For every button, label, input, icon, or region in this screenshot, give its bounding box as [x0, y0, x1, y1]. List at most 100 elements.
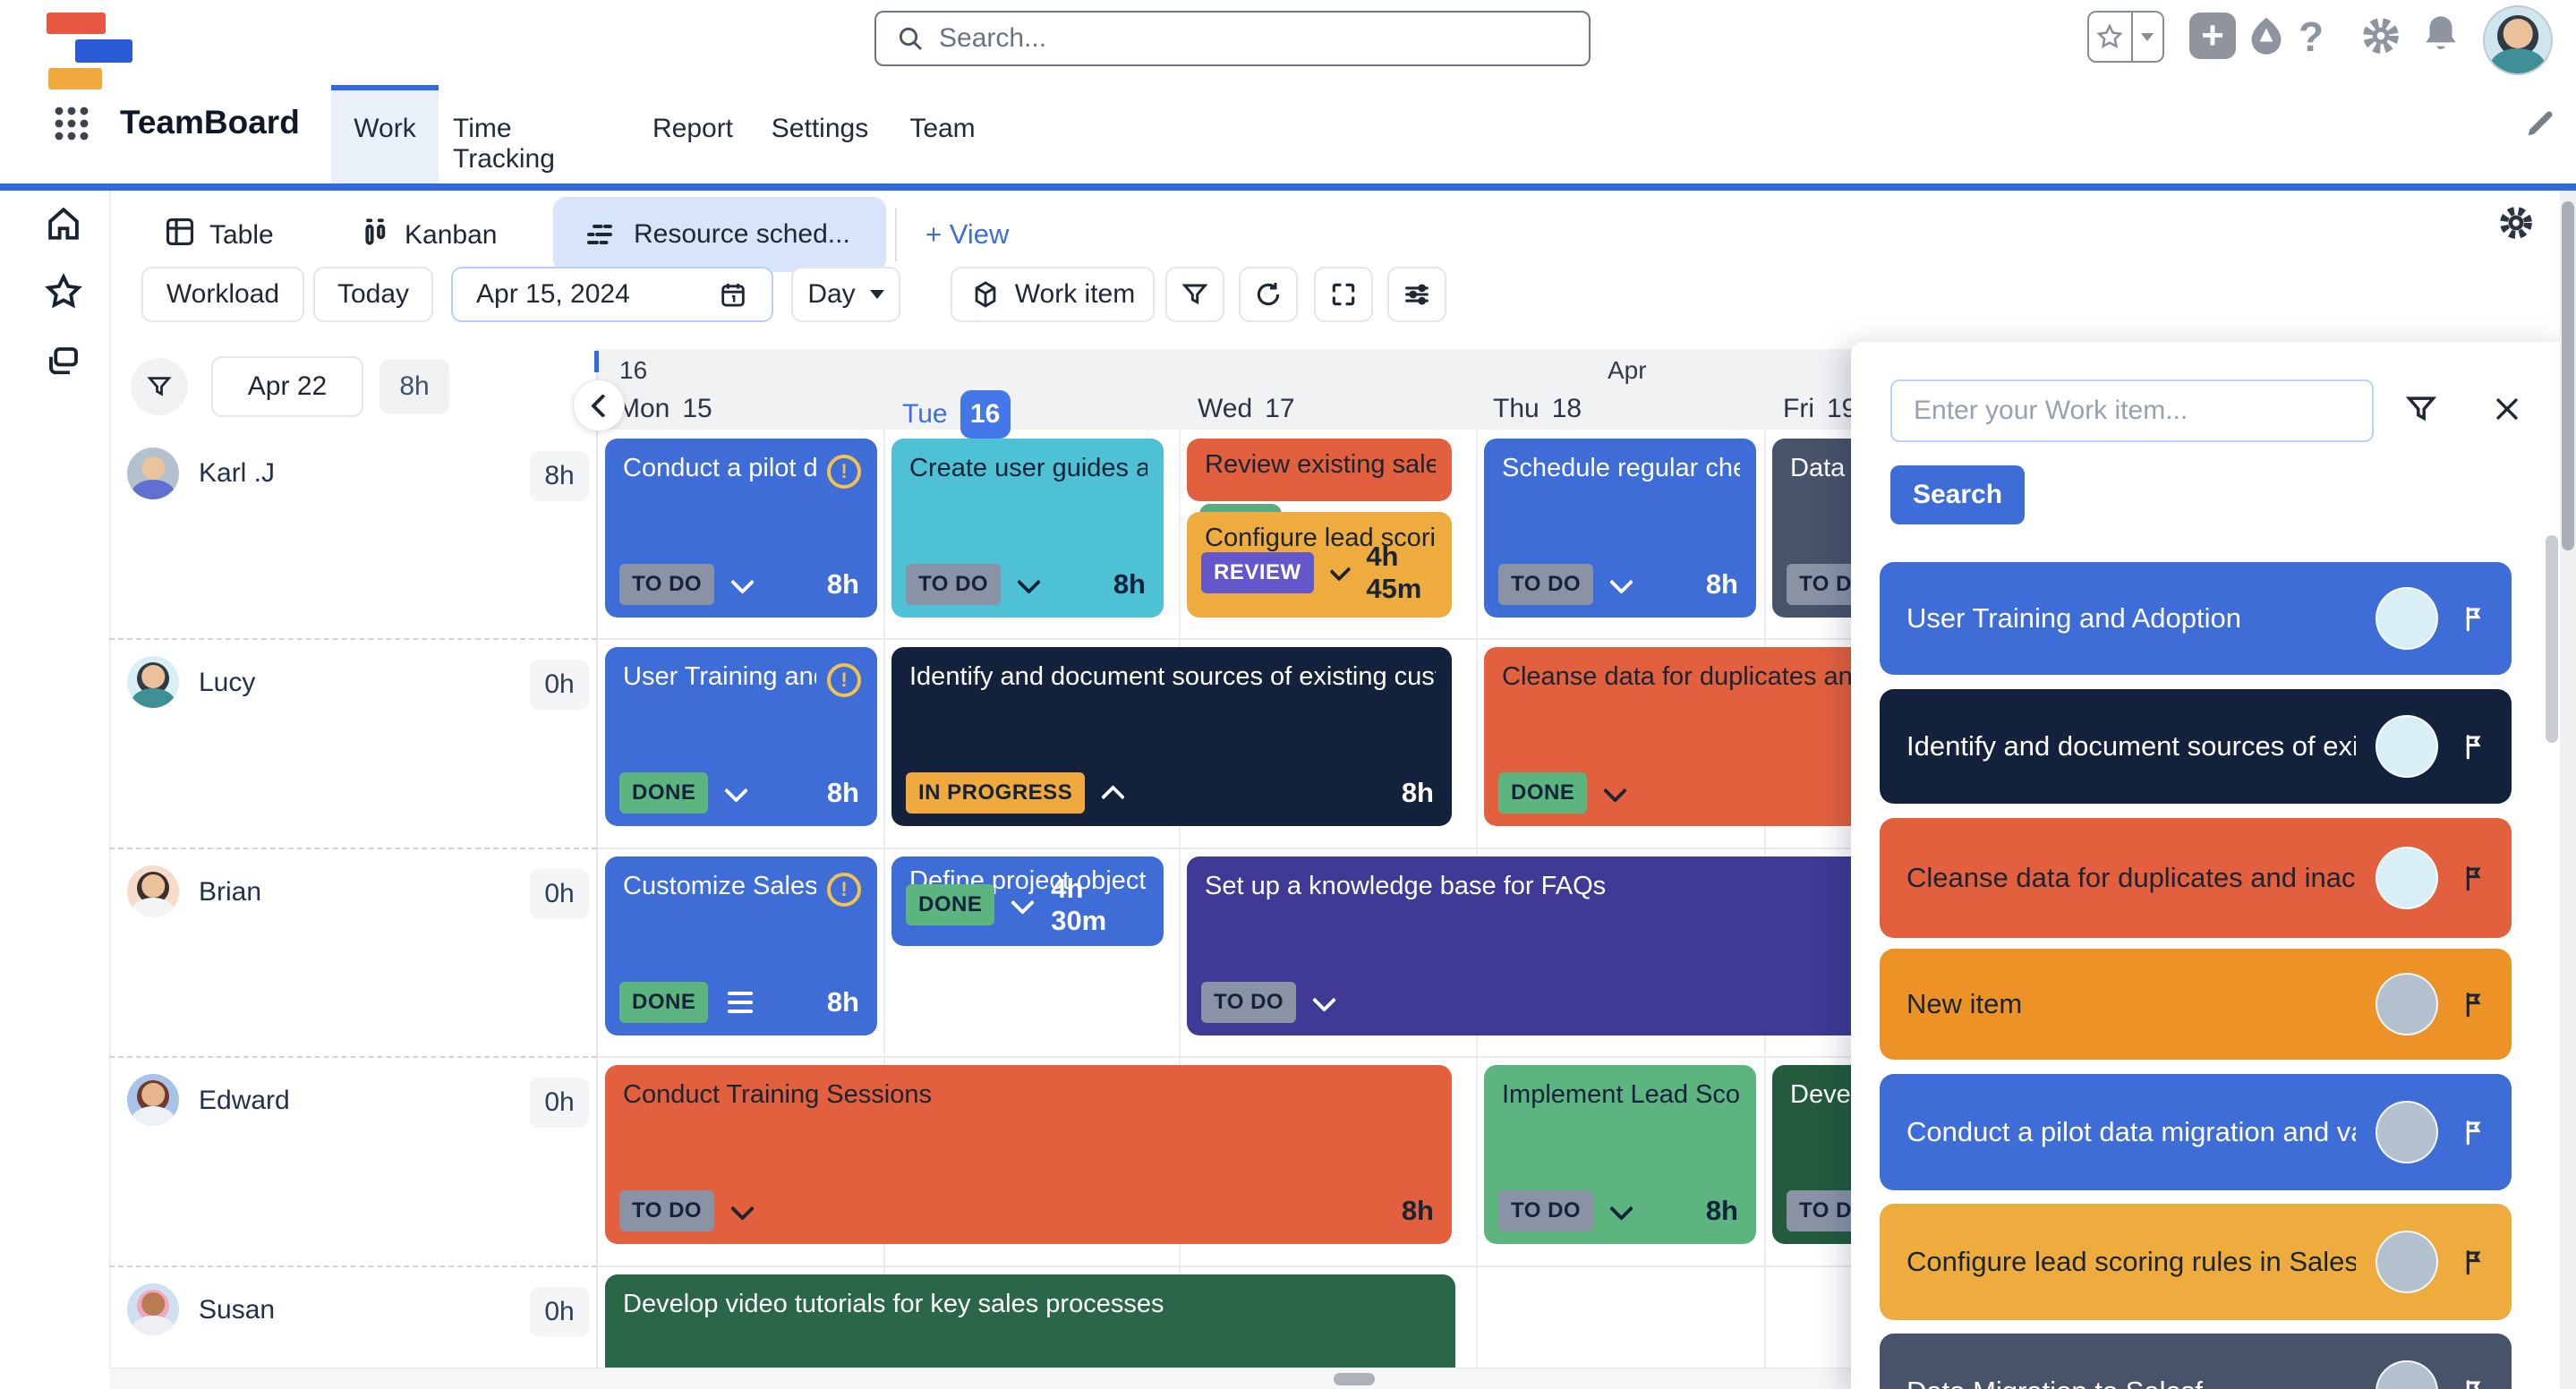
status-badge[interactable]: IN PROGRESS: [906, 772, 1086, 814]
star-icon[interactable]: [2089, 13, 2133, 61]
chevron-down-icon[interactable]: [1017, 569, 1041, 594]
favorites-button[interactable]: [2087, 11, 2164, 63]
week-selector[interactable]: Apr 22: [211, 356, 363, 417]
resource-name[interactable]: Karl .J: [199, 458, 276, 488]
fullscreen-button[interactable]: [1314, 267, 1373, 322]
tab-report[interactable]: Report: [652, 114, 734, 143]
day-header-thu[interactable]: Thu 18: [1493, 394, 1582, 423]
display-settings-button[interactable]: [1387, 267, 1446, 322]
flag-icon[interactable]: [2458, 863, 2488, 893]
panel-scrollbar-thumb[interactable]: [2546, 535, 2558, 743]
chevron-down-icon[interactable]: [730, 1196, 755, 1221]
granularity-select[interactable]: Day: [791, 267, 900, 322]
day-header-wed[interactable]: Wed 17: [1198, 394, 1295, 423]
chevron-down-icon[interactable]: [1312, 987, 1336, 1012]
work-item-result[interactable]: Data Migration to Salesf...: [1880, 1334, 2512, 1389]
avatar[interactable]: [127, 1074, 179, 1126]
chevron-down-icon[interactable]: [1609, 1196, 1633, 1221]
task-card[interactable]: Develop video tutorials for key sales pr…: [605, 1274, 1455, 1368]
task-card[interactable]: Conduct a pilot dat...! TO DO 8h: [605, 439, 877, 618]
tab-time-tracking[interactable]: Time Tracking: [453, 114, 555, 174]
status-badge[interactable]: DONE: [1498, 772, 1588, 814]
board-settings-gear-icon[interactable]: [2495, 202, 2537, 243]
task-card[interactable]: Configure lead scoring ... REVIEW 4h 45m: [1187, 512, 1452, 618]
status-badge[interactable]: DONE: [619, 982, 709, 1023]
tab-team[interactable]: Team: [909, 114, 976, 143]
work-item-result[interactable]: Cleanse data for duplicates and inacc...: [1880, 818, 2512, 938]
pages-icon[interactable]: [45, 343, 82, 380]
status-badge[interactable]: TO DO: [619, 1190, 715, 1231]
star-rail-icon[interactable]: [45, 273, 82, 311]
task-card[interactable]: Define project objectiv... DONE 4h 30m: [891, 856, 1164, 946]
day-header-tue[interactable]: Tue 16: [902, 390, 1011, 439]
flag-icon[interactable]: [2458, 1376, 2488, 1389]
table-view-icon[interactable]: [163, 215, 197, 249]
chevron-down-icon[interactable]: [1609, 569, 1633, 594]
edit-pencil-icon[interactable]: [2522, 106, 2558, 141]
resource-filter-button[interactable]: [131, 358, 188, 415]
status-badge[interactable]: REVIEW: [1201, 552, 1314, 593]
status-badge[interactable]: TO DO: [1498, 564, 1594, 605]
resource-name[interactable]: Brian: [199, 877, 262, 907]
flag-icon[interactable]: [2458, 731, 2488, 762]
create-button[interactable]: +: [2189, 13, 2236, 59]
filter-button[interactable]: [1165, 267, 1224, 322]
chevron-down-icon[interactable]: [1011, 890, 1036, 915]
flag-icon[interactable]: [2458, 1117, 2488, 1147]
status-badge[interactable]: TO DO: [1498, 1190, 1594, 1231]
app-grid-icon[interactable]: [50, 102, 93, 145]
task-card[interactable]: Review existing sales pi...: [1187, 439, 1452, 524]
product-switch-icon[interactable]: [2243, 13, 2290, 59]
search-button[interactable]: Search: [1890, 465, 2025, 524]
today-button[interactable]: Today: [313, 267, 433, 322]
tab-settings[interactable]: Settings: [771, 114, 869, 143]
work-item-result[interactable]: Conduct a pilot data migration and va...: [1880, 1074, 2512, 1190]
chevron-down-icon[interactable]: [730, 569, 755, 594]
add-view-button[interactable]: + View: [925, 218, 1010, 250]
tab-work[interactable]: Work: [331, 85, 439, 183]
page-scrollbar[interactable]: [2560, 191, 2576, 1389]
resource-name[interactable]: Lucy: [199, 668, 256, 697]
avatar[interactable]: [127, 865, 179, 917]
day-header-mon[interactable]: Mon 15: [618, 394, 712, 423]
kanban-view-tab[interactable]: Kanban: [405, 220, 498, 250]
chevron-down-icon[interactable]: [1603, 778, 1628, 803]
menu-icon[interactable]: [728, 992, 754, 1013]
resource-name[interactable]: Edward: [199, 1086, 290, 1115]
favorites-dropdown-caret[interactable]: [2133, 32, 2162, 41]
avatar[interactable]: [127, 1283, 179, 1335]
horizontal-scrollbar-track[interactable]: [109, 1368, 1851, 1389]
kanban-view-icon[interactable]: [358, 215, 392, 249]
notifications-bell-icon[interactable]: [2418, 11, 2463, 55]
status-badge[interactable]: TO DO: [1201, 982, 1297, 1023]
status-badge[interactable]: TO DO: [619, 564, 715, 605]
day-header-fri[interactable]: Fri 19: [1783, 394, 1857, 423]
user-avatar[interactable]: [2483, 5, 2553, 75]
settings-gear-icon[interactable]: [2359, 14, 2402, 57]
refresh-button[interactable]: [1239, 267, 1298, 322]
task-card[interactable]: Implement Lead Scoring TO DO 8h: [1484, 1065, 1756, 1244]
collapse-panel-button[interactable]: [573, 379, 625, 431]
work-item-result[interactable]: New item: [1880, 949, 2512, 1060]
home-icon[interactable]: [45, 205, 82, 243]
work-item-button[interactable]: Work item: [951, 267, 1155, 322]
task-card[interactable]: Conduct Training Sessions TO DO 8h: [605, 1065, 1452, 1244]
flag-icon[interactable]: [2458, 603, 2488, 634]
work-item-result[interactable]: User Training and Adoption: [1880, 562, 2512, 675]
table-view-tab[interactable]: Table: [209, 220, 274, 250]
work-item-result[interactable]: Identify and document sources of exi...: [1880, 689, 2512, 804]
panel-filter-icon[interactable]: [2404, 392, 2438, 426]
avatar[interactable]: [127, 656, 179, 708]
task-card[interactable]: Customize Salesfor...! DONE 8h: [605, 856, 877, 1035]
close-icon[interactable]: [2492, 394, 2522, 424]
status-badge[interactable]: DONE: [619, 772, 709, 814]
date-picker[interactable]: Apr 15, 2024: [451, 267, 773, 322]
chevron-up-icon[interactable]: [1101, 784, 1126, 809]
app-logo[interactable]: [0, 0, 179, 89]
capacity-chip[interactable]: 8h: [380, 360, 449, 413]
work-item-search-input[interactable]: Enter your Work item...: [1890, 379, 2374, 442]
task-card[interactable]: Identify and document sources of existin…: [891, 647, 1452, 826]
global-search-input[interactable]: Search...: [874, 11, 1591, 66]
resource-scheduling-tab[interactable]: Resource sched...: [553, 197, 886, 272]
task-card[interactable]: User Training and ...! DONE 8h: [605, 647, 877, 826]
